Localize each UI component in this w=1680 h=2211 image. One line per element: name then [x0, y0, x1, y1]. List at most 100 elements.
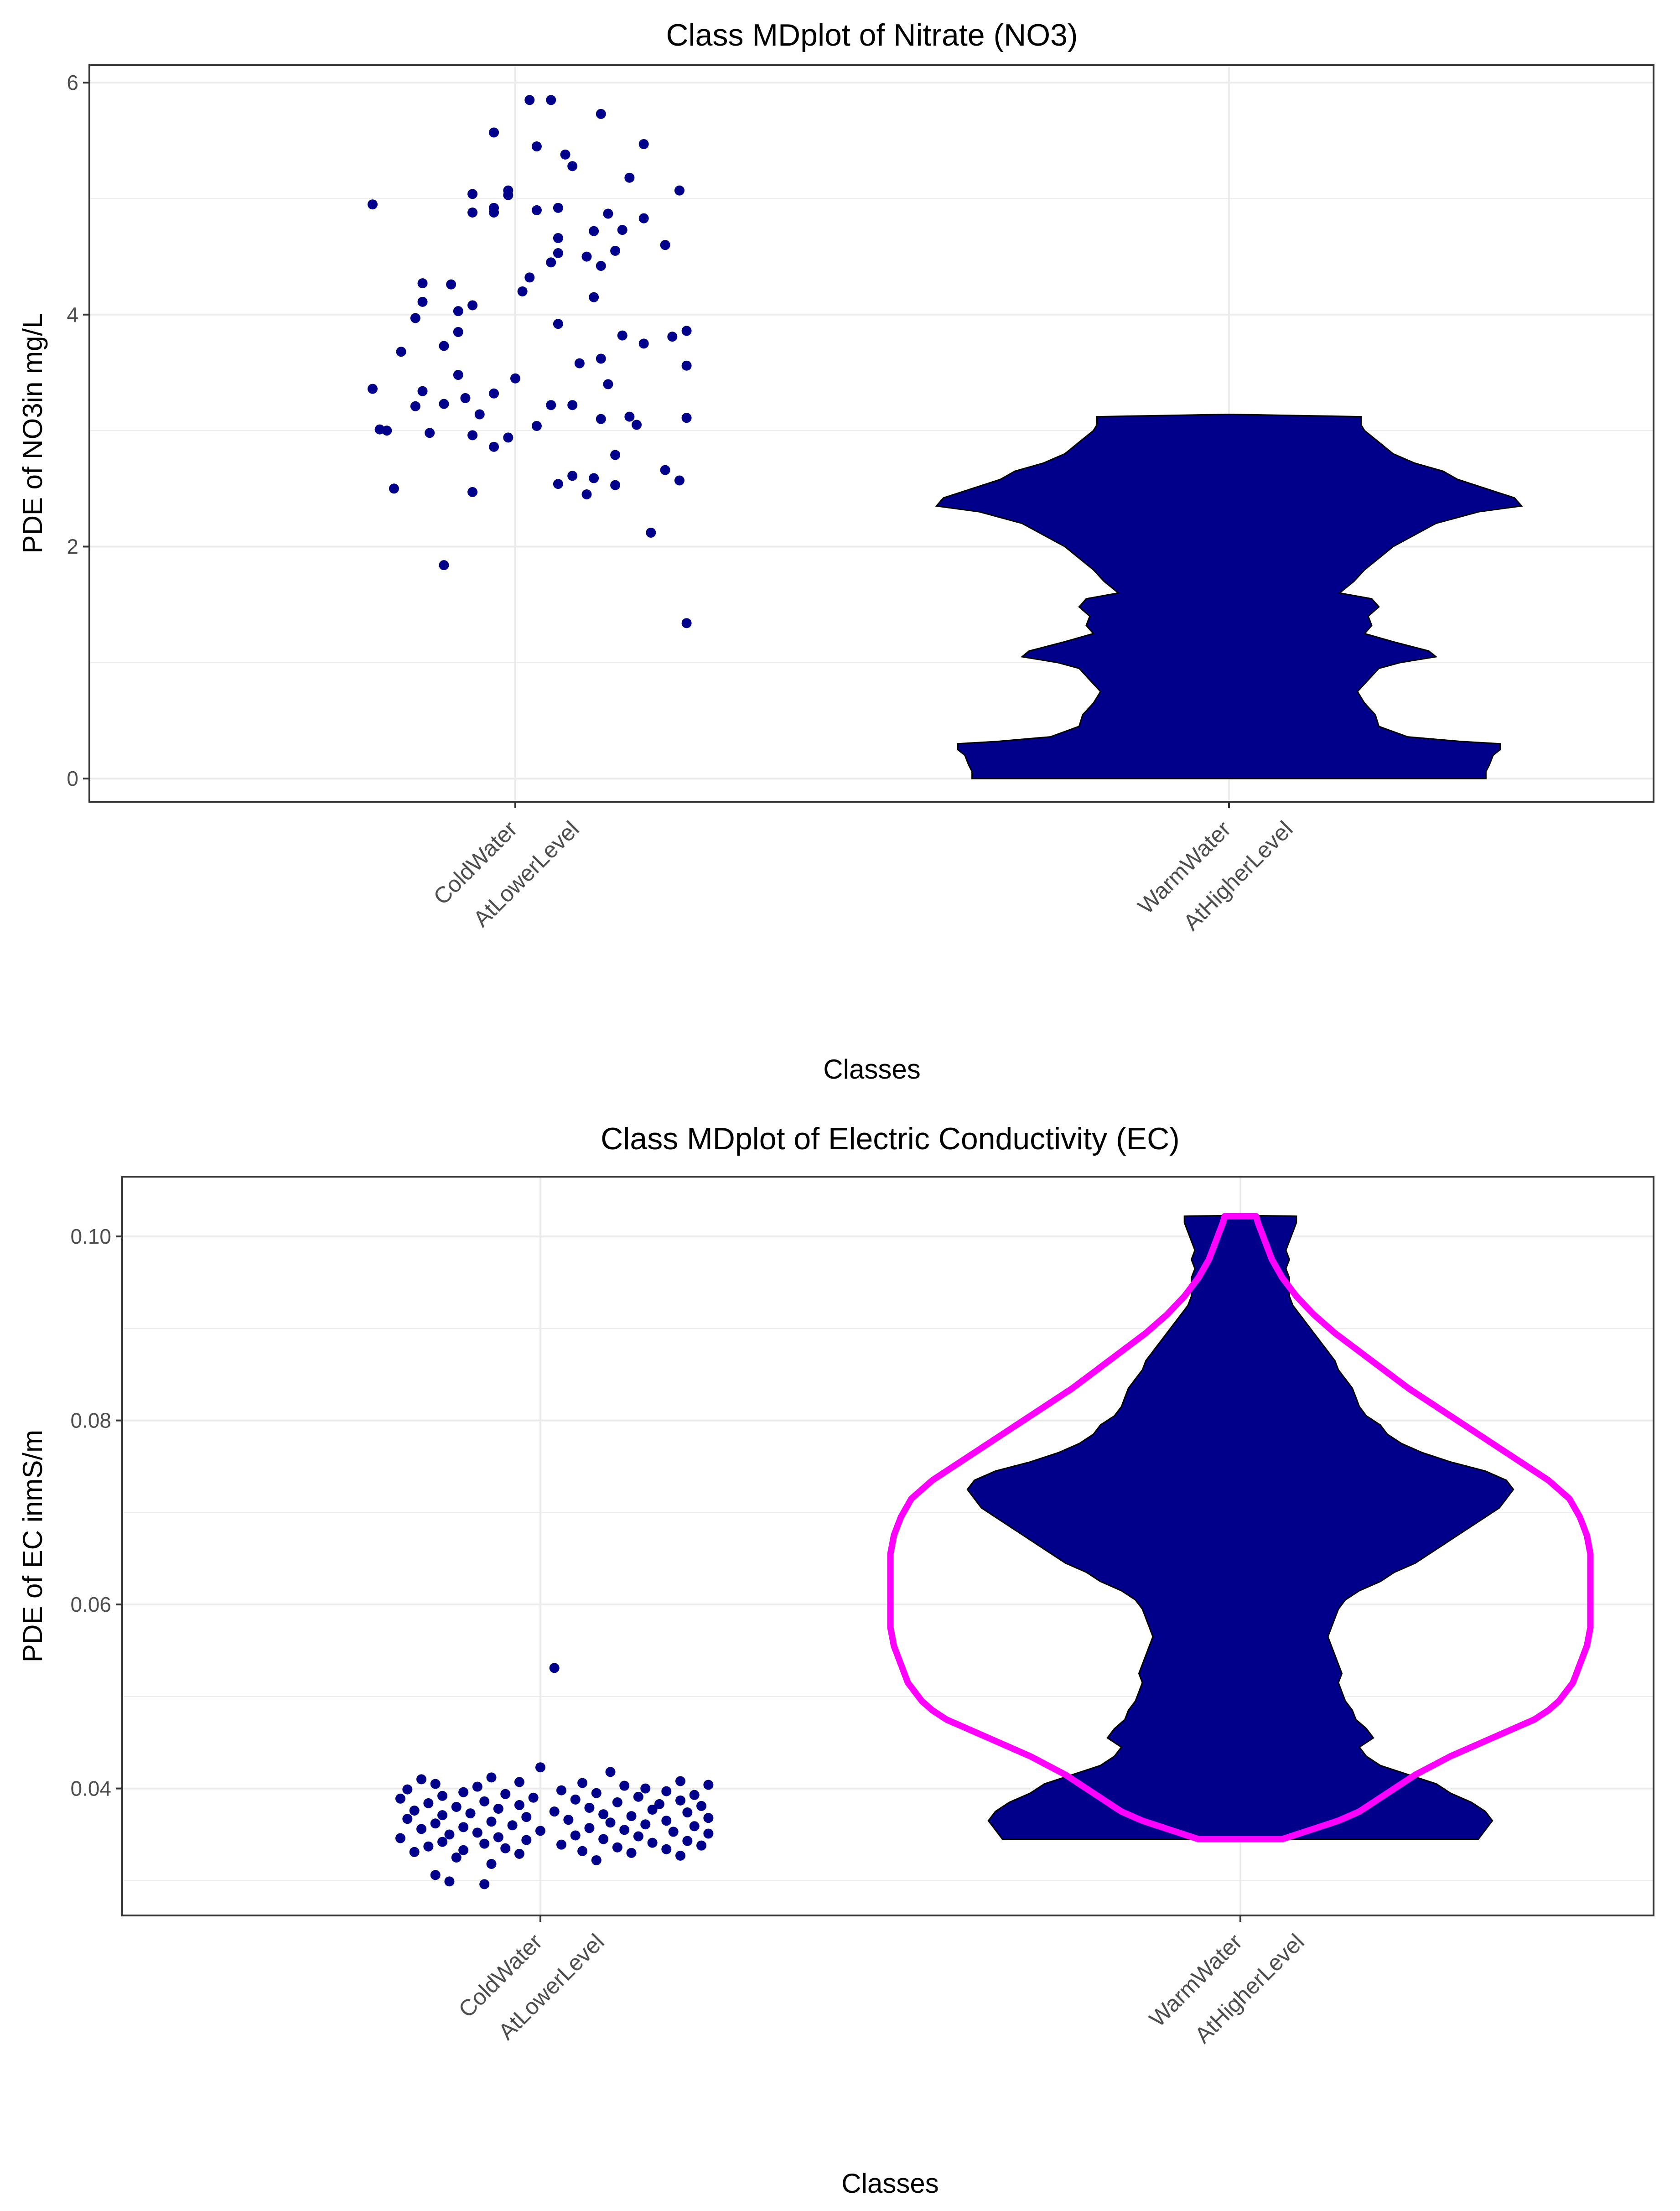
- data-point: [489, 127, 499, 138]
- data-point: [489, 441, 499, 452]
- ec-marks: [395, 1213, 1594, 1889]
- data-point: [661, 1844, 672, 1854]
- data-point: [612, 1797, 622, 1807]
- data-point: [510, 373, 520, 384]
- data-point: [486, 1817, 497, 1827]
- data-point: [610, 245, 621, 256]
- data-point: [689, 1821, 700, 1832]
- data-point: [410, 313, 420, 323]
- data-point: [514, 1777, 524, 1787]
- data-point: [395, 1793, 405, 1804]
- data-point: [603, 208, 613, 219]
- data-point: [500, 1789, 511, 1799]
- data-point: [674, 185, 684, 196]
- data-point: [402, 1814, 413, 1824]
- data-point: [417, 386, 428, 396]
- data-point: [453, 306, 463, 317]
- violin-density: [966, 1214, 1514, 1840]
- data-point: [603, 379, 613, 389]
- data-point: [619, 1780, 630, 1791]
- data-point: [503, 432, 513, 443]
- data-point: [610, 480, 621, 490]
- ec-y-axis-title: PDE of EC inmS/m: [17, 1430, 48, 1662]
- data-point: [574, 358, 585, 368]
- data-point: [661, 1816, 672, 1826]
- data-point: [460, 393, 471, 403]
- nitrate-gridlines: [89, 65, 1654, 802]
- category-label-line2: AtHigherLevel: [1178, 816, 1298, 935]
- data-point: [396, 347, 406, 357]
- data-point: [689, 1790, 700, 1800]
- data-point: [486, 1859, 497, 1869]
- data-point: [437, 1837, 448, 1847]
- data-point: [472, 1827, 482, 1838]
- data-point: [696, 1840, 707, 1851]
- data-point: [581, 251, 592, 262]
- data-point: [451, 1852, 461, 1863]
- data-point: [467, 208, 478, 218]
- data-point: [423, 1841, 434, 1852]
- data-point: [577, 1846, 588, 1856]
- y-tick-label: 0: [67, 767, 78, 790]
- data-point: [596, 260, 606, 271]
- nitrate-chart-title: Class MDplot of Nitrate (NO3): [666, 18, 1078, 52]
- ec-panel: Class MDplot of Electric Conductivity (E…: [17, 1121, 1654, 2199]
- data-point: [524, 272, 535, 283]
- y-tick-label: 0.08: [70, 1409, 111, 1432]
- data-point: [467, 300, 478, 311]
- data-point: [624, 172, 635, 183]
- data-point: [546, 257, 556, 268]
- data-point: [570, 1794, 581, 1805]
- data-point: [416, 1774, 427, 1785]
- data-point: [410, 401, 420, 411]
- data-point: [430, 1779, 441, 1789]
- y-tick-label: 0.06: [70, 1593, 111, 1616]
- data-point: [437, 1810, 448, 1821]
- data-point: [661, 1786, 672, 1796]
- data-point: [467, 430, 478, 441]
- data-point: [472, 1781, 482, 1792]
- data-point: [596, 353, 606, 364]
- data-point: [446, 279, 456, 290]
- data-point: [546, 95, 556, 105]
- data-point: [674, 475, 684, 486]
- data-point: [589, 226, 599, 236]
- data-point: [458, 1787, 469, 1797]
- data-point: [493, 1803, 503, 1814]
- data-point: [553, 319, 563, 329]
- data-point: [581, 489, 592, 500]
- data-point: [563, 1815, 574, 1825]
- data-point: [368, 384, 378, 394]
- data-point: [553, 248, 563, 259]
- data-point: [681, 618, 692, 628]
- data-point: [417, 296, 428, 307]
- category-label-line2: AtHigherLevel: [1190, 1929, 1309, 2048]
- data-point: [584, 1802, 595, 1813]
- data-point: [605, 1817, 616, 1828]
- y-tick-label: 0.10: [70, 1225, 111, 1248]
- data-point: [703, 1780, 714, 1790]
- ec-chart-title: Class MDplot of Electric Conductivity (E…: [601, 1121, 1180, 1156]
- data-point: [521, 1812, 532, 1822]
- data-point: [479, 1838, 490, 1849]
- data-point: [610, 450, 621, 460]
- data-point: [638, 139, 649, 149]
- data-point: [486, 1772, 497, 1783]
- data-point: [654, 1799, 664, 1809]
- data-point: [531, 420, 542, 431]
- data-point: [640, 1783, 651, 1794]
- ec-x-axis-title: Classes: [841, 2168, 939, 2199]
- data-point: [638, 213, 649, 223]
- data-point: [389, 483, 399, 494]
- data-point: [646, 527, 656, 538]
- data-point: [514, 1800, 524, 1810]
- data-point: [430, 1870, 441, 1880]
- data-point: [589, 292, 599, 302]
- data-point: [591, 1855, 601, 1865]
- data-point: [556, 1785, 567, 1796]
